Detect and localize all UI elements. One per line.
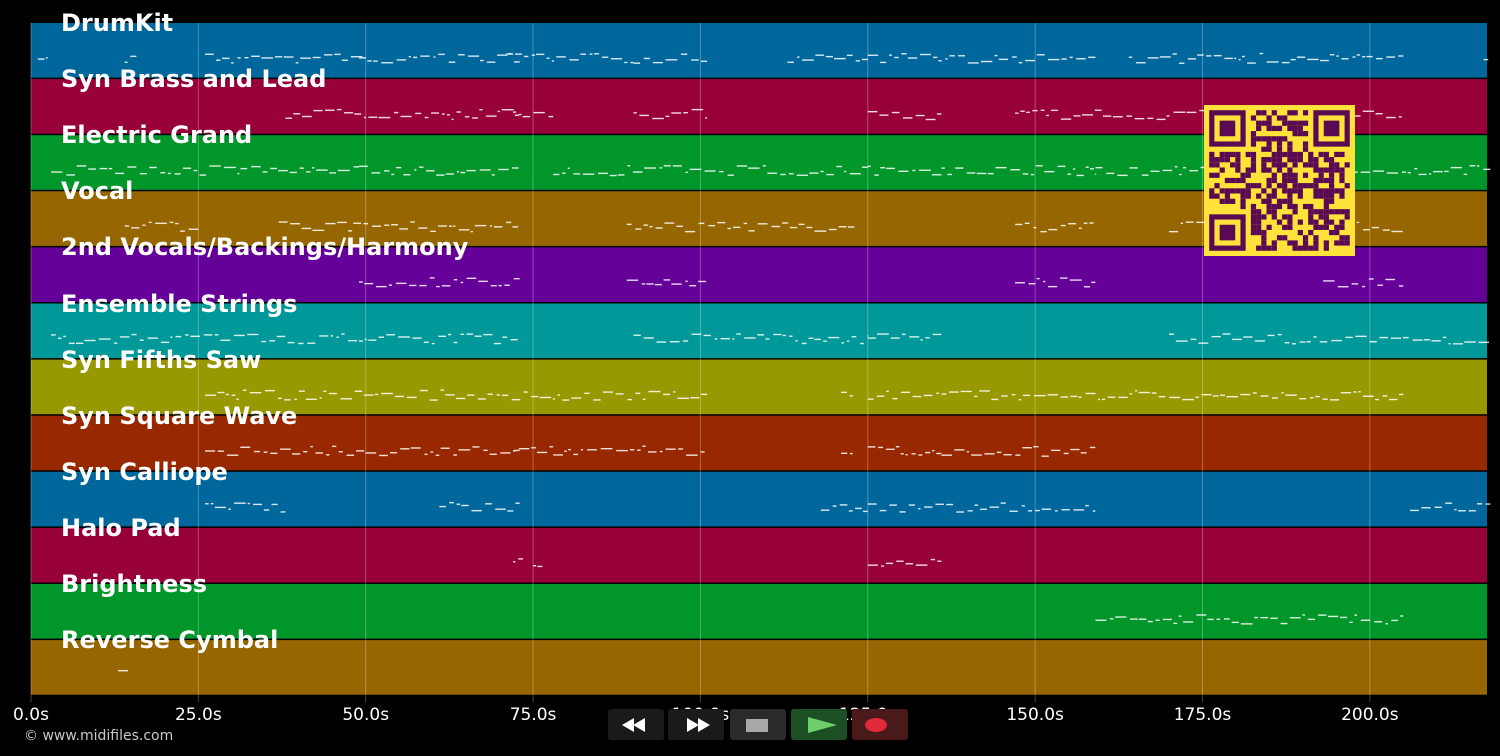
note-segment [1128,52,1404,64]
note-segment [51,165,360,176]
track-label: DrumKit [61,9,174,37]
track-label: Syn Fifths Saw [61,345,262,374]
time-tick-label: 25.0s [174,705,222,725]
note-segment [512,558,524,563]
note-segment [867,502,1096,513]
track-lane [31,303,1487,359]
note-segment [359,52,520,64]
track-label: 2nd Vocals/Backings/Harmony [61,233,469,262]
time-tick-label: 150.0s [1006,705,1064,725]
stop-button[interactable] [730,709,786,740]
note-segment [633,108,708,120]
note-segment [867,390,940,400]
note-segment [787,54,868,64]
note-segment [205,502,286,513]
record-button[interactable] [852,709,908,740]
note-segment [1095,614,1404,625]
note-segment [941,390,1404,401]
track-label: Brightness [61,570,208,598]
note-segment [941,445,1096,457]
track-label: Syn Calliope [61,457,228,486]
note-segment [359,165,519,176]
track-lane [31,247,1487,302]
note-segment [205,53,366,64]
note-segment [512,111,554,118]
track-lane [31,527,1487,583]
note-segment [867,165,942,176]
note-segment [1410,502,1491,512]
note-segment [512,446,554,454]
track-label: Vocal [61,177,134,206]
time-tick-label: 0.0s [13,705,49,725]
note-segment [867,333,942,341]
play-icon [808,717,837,733]
time-tick-label: 50.0s [342,705,390,725]
track-lane [31,415,1487,471]
note-segment [1322,278,1404,288]
note-segment [820,504,868,513]
track-lane [31,471,1487,527]
note-segment [285,108,520,121]
note-segment [633,53,708,64]
note-segment [553,165,868,177]
track-label: Reverse Cymbal [61,626,279,655]
fast-forward-button[interactable] [668,709,724,740]
fast-forward-icon [687,718,710,732]
track-lane [31,640,1487,695]
note-segment [439,501,520,512]
note-segment [626,279,707,287]
track-label: Electric Grand [61,121,253,150]
track-lane [31,23,1487,78]
note-segment [205,445,520,457]
note-segment [553,445,705,456]
time-tick-label: 175.0s [1173,705,1232,725]
note-segment [941,165,1097,177]
note-segment [867,446,942,456]
note-segment [867,110,942,121]
note-segment [1015,277,1096,288]
transport-controls [598,709,908,740]
copyright-text: © www.midifiles.com [24,728,174,744]
time-tick-label: 75.0s [509,705,557,725]
note-segment [205,389,708,401]
record-icon [865,718,887,732]
note-segment [633,333,869,345]
note-segment [124,55,137,63]
note-segment [1015,222,1094,233]
time-tick-label: 200.0s [1341,705,1399,725]
rewind-button[interactable] [608,709,664,740]
qr-code [1204,105,1355,256]
note-segment [1483,58,1489,61]
play-button[interactable] [791,709,847,740]
track-lane [31,584,1487,639]
note-segment [867,53,1096,64]
track-label: Ensemble Strings [61,289,298,318]
note-segment [51,333,518,345]
note-segment [533,565,543,568]
rewind-icon [622,718,645,732]
note-segment [506,53,634,64]
stop-icon [746,719,768,732]
note-segment [626,221,855,233]
note-segment [867,558,942,567]
note-segment [359,277,520,288]
track-label: Syn Square Wave [61,401,298,430]
track-label: Halo Pad [61,513,181,542]
note-segment [841,452,853,455]
note-segment [1169,333,1489,345]
note-segment [37,57,48,60]
note-segment [124,221,199,232]
track-lane [31,359,1487,415]
track-label: Syn Brass and Lead [61,65,327,94]
note-segment [841,391,854,397]
note-segment [278,221,519,233]
note-segment [118,669,129,672]
